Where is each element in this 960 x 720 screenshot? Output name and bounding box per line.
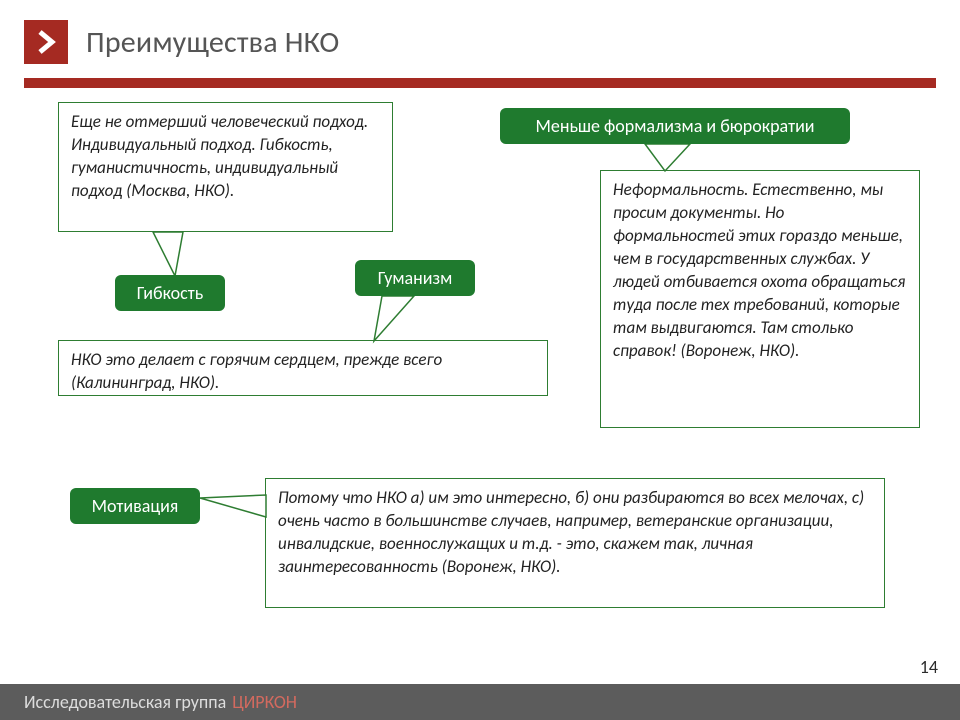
callout-tail	[370, 296, 430, 341]
footer-bar: Исследовательская группа ЦИРКОН	[0, 684, 960, 720]
slide-root: { "colors": { "brand_red": "#a52a22", "b…	[0, 0, 960, 720]
badge-motivation: Мотивация	[70, 488, 200, 524]
callout-tail	[645, 144, 715, 172]
callout-tail	[145, 232, 205, 276]
badge-label: Мотивация	[78, 489, 193, 523]
quote-bureaucracy: Неформальность. Естественно, мы просим д…	[600, 170, 920, 428]
title-row: Преимущества НКО	[0, 18, 339, 66]
badge-bureaucracy: Меньше формализма и бюрократии	[500, 108, 850, 144]
quote-text: Еще не отмерший человеческий подход. Инд…	[59, 103, 392, 213]
quote-text: Неформальность. Естественно, мы просим д…	[601, 171, 919, 373]
slide-title: Преимущества НКО	[86, 24, 339, 61]
callout-tail	[200, 495, 266, 517]
quote-flexibility: Еще не отмерший человеческий подход. Инд…	[58, 102, 393, 232]
badge-label: Меньше формализма и бюрократии	[521, 109, 828, 143]
quote-motivation: Потому что НКО а) им это интересно, б) о…	[265, 478, 885, 608]
badge-humanism: Гуманизм	[355, 260, 475, 296]
badge-label: Гибкость	[123, 276, 217, 310]
page-number: 14	[920, 656, 938, 678]
quote-text: Потому что НКО а) им это интересно, б) о…	[266, 479, 884, 589]
title-underline	[24, 78, 936, 88]
badge-label: Гуманизм	[364, 261, 467, 295]
footer-prefix: Исследовательская группа	[24, 691, 226, 713]
quote-humanism: НКО это делает с горячим сердцем, прежде…	[58, 340, 548, 396]
footer-brand: ЦИРКОН	[232, 691, 297, 713]
chevron-icon	[24, 20, 68, 64]
quote-text: НКО это делает с горячим сердцем, прежде…	[59, 341, 547, 405]
badge-flexibility: Гибкость	[115, 275, 225, 311]
